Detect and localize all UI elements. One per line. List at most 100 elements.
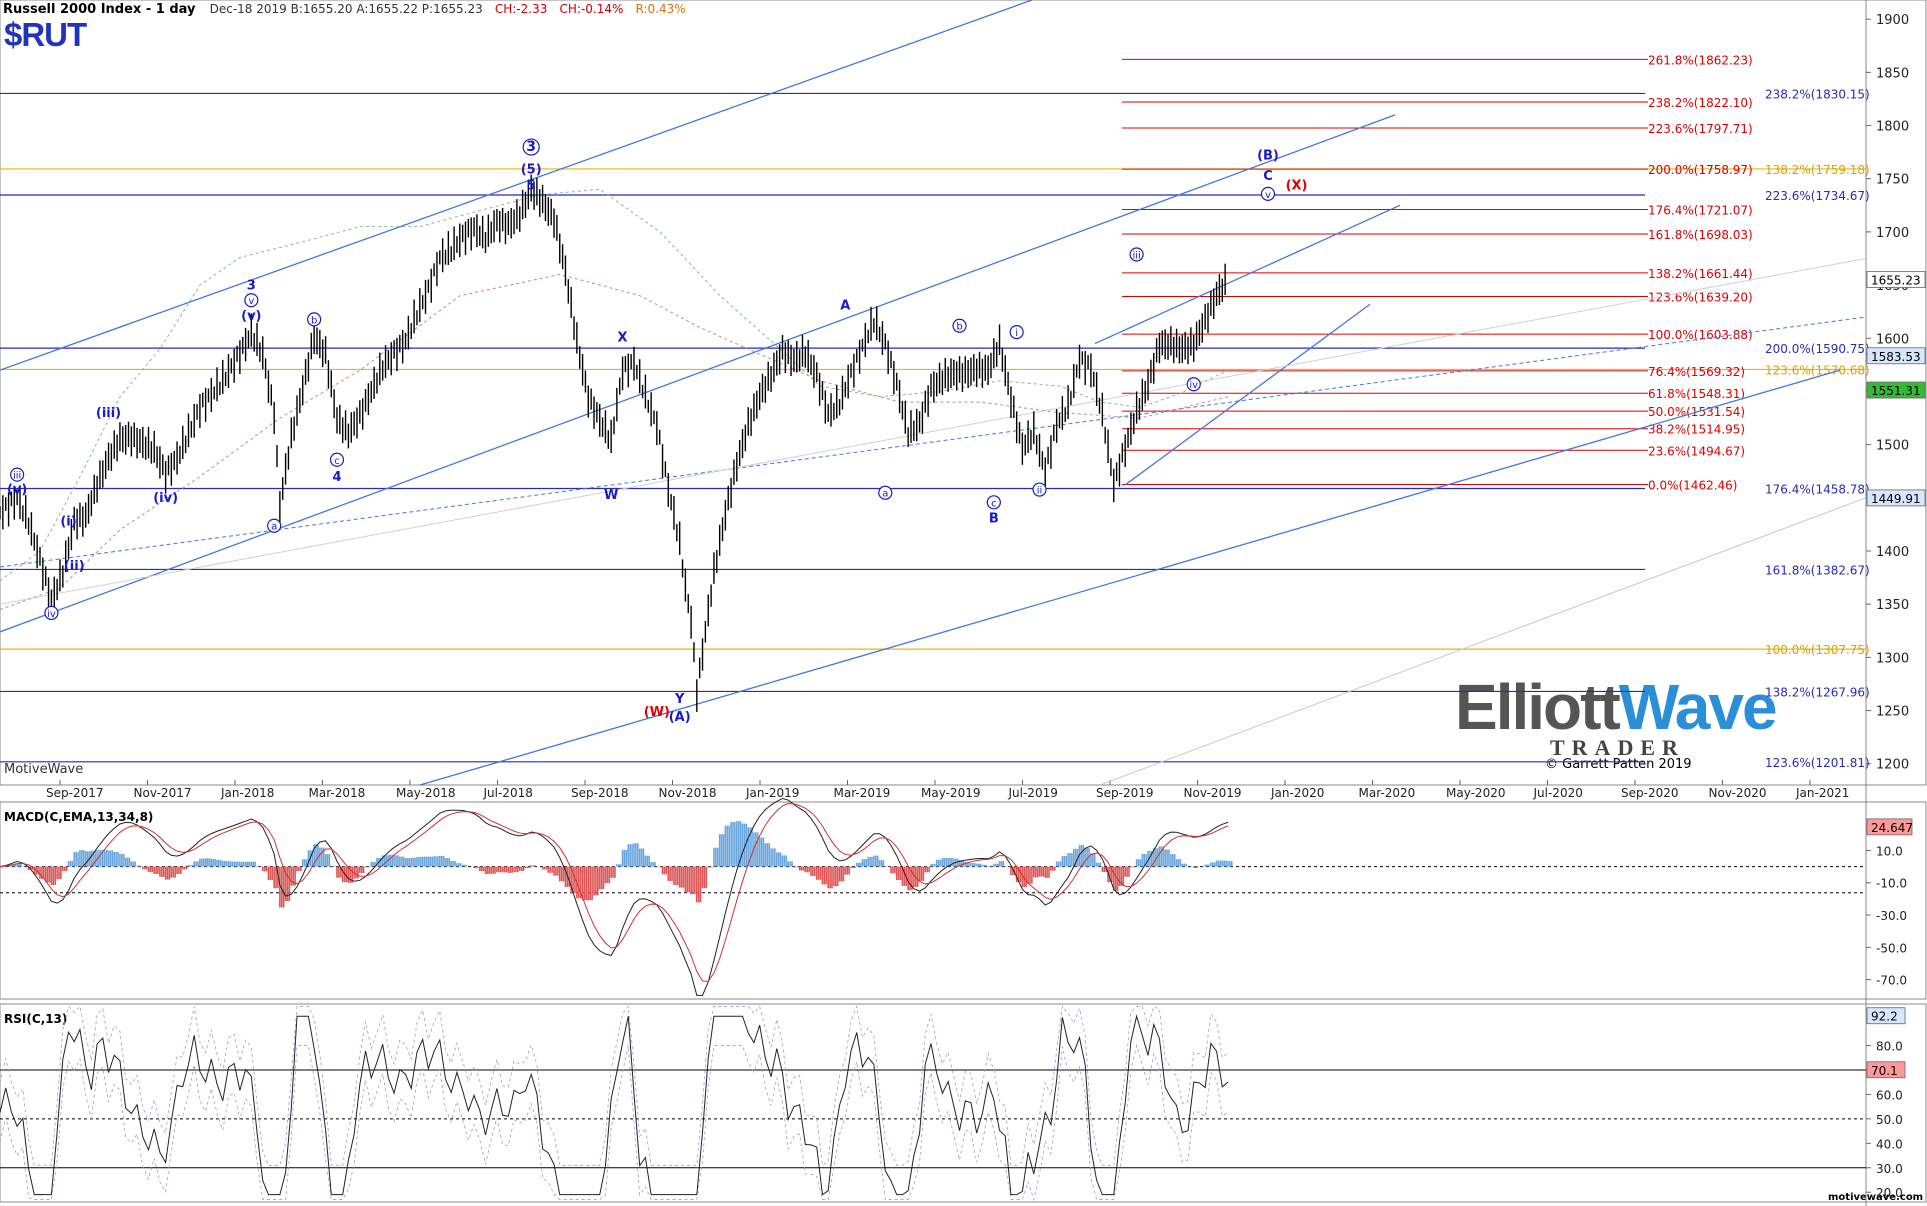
fib-orange-label: 100.0%(1307.75): [1765, 643, 1870, 657]
wave-label-circle: [329, 452, 345, 467]
price-y-tick-label: 1900: [1876, 13, 1909, 28]
wave-label: 3: [247, 278, 256, 293]
logo-word-3: TRADER: [1550, 735, 1685, 760]
price-tag-label: 1449.91: [1871, 492, 1921, 506]
wave-label: 5: [527, 178, 536, 193]
x-tick-label: Mar-2018: [309, 786, 366, 800]
chart-title: Russell 2000 Index - 1 day: [3, 2, 196, 17]
x-tick-label: Sep-2018: [571, 786, 629, 800]
price-y-tick-label: 1850: [1876, 66, 1909, 81]
wave-label: X: [618, 330, 628, 345]
macd-tag-box: [1866, 818, 1913, 836]
x-tick-label: Jan-2018: [220, 786, 274, 800]
x-tick-label: Sep-2017: [46, 786, 104, 800]
macd-title: MACD(C,EMA,13,34,8): [4, 810, 154, 824]
fib-blue-label: 161.8%(1382.67): [1765, 563, 1870, 577]
wave-label: iv: [47, 609, 56, 620]
fib-blue-label: 223.6%(1734.67): [1765, 189, 1870, 203]
price-y-tick-label: 1250: [1876, 705, 1909, 720]
rsi-line: [0, 1014, 1229, 1196]
wave-label: v: [1265, 190, 1271, 201]
fib-blue-label: 138.2%(1267.96): [1765, 685, 1870, 699]
wave-label-circle: [307, 312, 322, 327]
fib-red-label: 238.2%(1822.10): [1648, 96, 1753, 110]
macd-panel-frame: [0, 801, 1927, 1000]
x-tick-label: Jul-2018: [483, 786, 533, 800]
wave-label: (B): [1257, 149, 1279, 164]
rsi-tag-label: 92.2: [1871, 1010, 1898, 1024]
x-tick-label: May-2018: [396, 786, 455, 800]
wave-label: iv: [1189, 380, 1198, 391]
wave-label-circle: [267, 518, 282, 533]
rsi-lower-band: [0, 1043, 1229, 1202]
wave-label-circle: [1009, 325, 1024, 340]
trend-line: [1094, 204, 1401, 345]
wave-label-circle: [1032, 482, 1047, 497]
wave-label: B: [989, 511, 999, 526]
wave-label: a: [882, 489, 888, 500]
grey-trend-line: [1099, 497, 1867, 786]
fib-red-label: 38.2%(1514.95): [1648, 423, 1745, 437]
moving-average-green: [0, 188, 1229, 582]
fib-blue-label: 200.0%(1590.75): [1765, 342, 1870, 356]
price-tag-box: [1866, 271, 1926, 288]
symbol-label: $RUT: [4, 16, 87, 53]
price-y-tick-label: 1600: [1876, 332, 1909, 347]
moving-average-red: [0, 273, 1229, 610]
x-tick-label: Mar-2020: [1359, 786, 1416, 800]
wave-label: c: [991, 498, 997, 509]
x-tick-label: Mar-2019: [834, 786, 891, 800]
rsi-tag-box: [1866, 1061, 1906, 1079]
wave-label: v: [248, 296, 254, 307]
fib-blue-label: 176.4%(1458.78): [1765, 482, 1870, 496]
elliottwave-logo: ElliottWave TRADER: [1455, 660, 1778, 760]
range-readout: R:0.43%: [635, 2, 686, 16]
x-tick-label: Nov-2020: [1709, 786, 1767, 800]
fib-red-label: 23.6%(1494.67): [1648, 444, 1745, 458]
wave-label: 4: [332, 470, 341, 485]
price-tag-label: 1551.31: [1871, 384, 1921, 398]
wave-label-circle: [244, 293, 259, 308]
change-abs: CH:-2.33: [494, 2, 548, 16]
wave-label-circle: [986, 495, 1001, 510]
price-y-tick-label: 1800: [1876, 120, 1909, 135]
copyright: © Garrett Patten 2019: [1545, 757, 1692, 772]
price-tag-label: 1583.53: [1871, 350, 1921, 364]
fib-red-label: 0.0%(1462.46): [1648, 479, 1737, 493]
wave-label: (A): [669, 710, 691, 725]
wave-label-circle: [1129, 247, 1144, 262]
wave-label: C: [1263, 169, 1273, 184]
price-tag-box: [1866, 347, 1926, 365]
fib-blue-label: 238.2%(1830.15): [1765, 87, 1870, 101]
rsi-y-tick-label: 40.0: [1876, 1137, 1903, 1151]
grey-trend-line-2: [0, 257, 1867, 605]
fib-orange-label: 123.6%(1570.68): [1765, 363, 1870, 377]
wave-label: (iv): [153, 491, 178, 506]
wave-label: iii: [1132, 250, 1140, 261]
wave-label-circle: [878, 485, 893, 500]
wave-label-circle: [522, 138, 540, 156]
price-y-tick-label: 1300: [1876, 651, 1909, 666]
wave-label-circle: [952, 318, 967, 333]
price-tag-box: [1866, 489, 1926, 507]
wave-label: (W): [644, 705, 670, 720]
price-y-tick-label: 1350: [1876, 598, 1909, 613]
macd-y-tick-label: -70.0: [1876, 974, 1907, 988]
trend-line: [0, 114, 1396, 633]
macd-y-tick-label: 10.0: [1876, 844, 1903, 858]
price-panel-frame: [0, 0, 1927, 786]
price-tag-box: [1866, 381, 1926, 399]
wave-label: W: [604, 488, 618, 503]
macd-histogram: [4, 821, 1233, 908]
macd-signal: [0, 803, 1229, 982]
fib-red-label: 61.8%(1548.31): [1648, 387, 1745, 401]
price-y-tick-label: 1400: [1876, 545, 1909, 560]
fib-red-label: 138.2%(1661.44): [1648, 267, 1753, 281]
trend-line: [0, 0, 1033, 371]
wave-label: (i): [60, 514, 76, 529]
wave-label: b: [311, 315, 317, 326]
wave-label: A: [840, 299, 850, 314]
wave-label: Y: [674, 692, 685, 707]
fib-red-label: 161.8%(1698.03): [1648, 228, 1753, 242]
